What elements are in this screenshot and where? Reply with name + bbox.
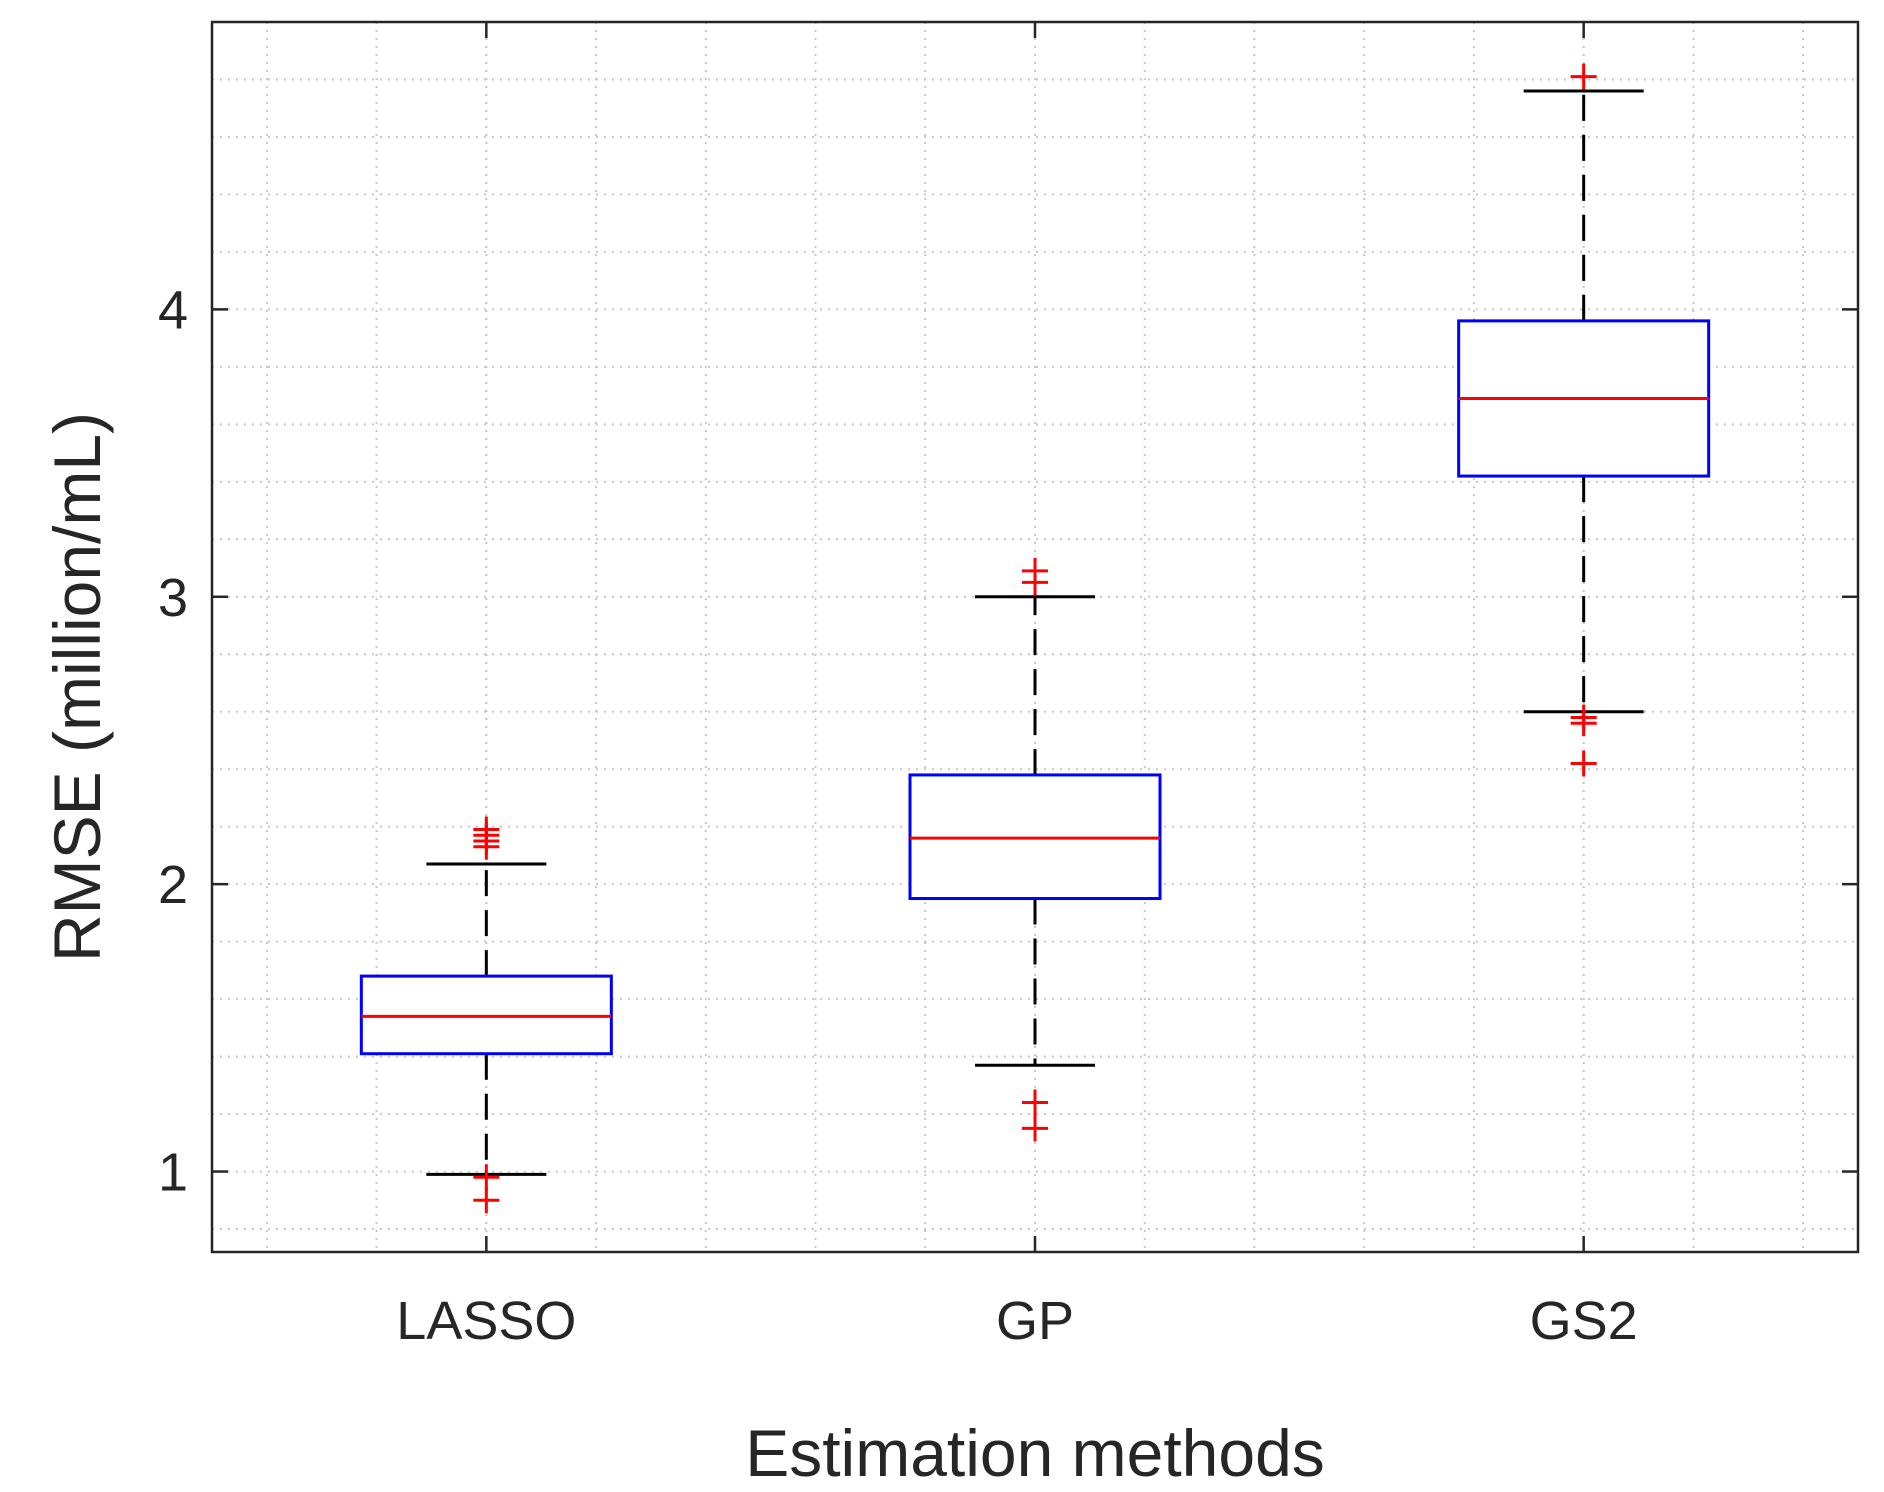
outlier-marker xyxy=(1570,63,1597,90)
outlier-marker xyxy=(473,1164,500,1191)
y-tick-label: 1 xyxy=(158,1143,188,1203)
outlier-marker xyxy=(1570,750,1597,777)
outlier-marker xyxy=(1022,557,1048,584)
y-tick-label: 2 xyxy=(158,855,188,915)
box-lasso xyxy=(359,816,613,1214)
outlier-marker xyxy=(1022,1089,1048,1116)
x-tick-label: GS2 xyxy=(1530,1291,1638,1351)
x-axis-label: Estimation methods xyxy=(745,1416,1325,1490)
box-gp xyxy=(908,557,1162,1142)
outlier-marker xyxy=(1570,710,1597,737)
x-tick-label: GP xyxy=(996,1291,1074,1351)
outlier-marker xyxy=(1022,1115,1048,1142)
y-axis-label: RMSE (million/mL) xyxy=(40,412,114,962)
y-tick-label: 3 xyxy=(158,568,188,628)
outlier-marker xyxy=(473,1187,500,1214)
boxes xyxy=(359,63,1711,1214)
outlier-marker xyxy=(473,816,500,843)
x-tick-label: LASSO xyxy=(396,1291,576,1351)
box-gs2 xyxy=(1457,63,1711,777)
y-tick-label: 4 xyxy=(158,280,188,340)
axis-ticks: 1 2 3 4 LASSO GP GS2 xyxy=(158,22,1858,1351)
